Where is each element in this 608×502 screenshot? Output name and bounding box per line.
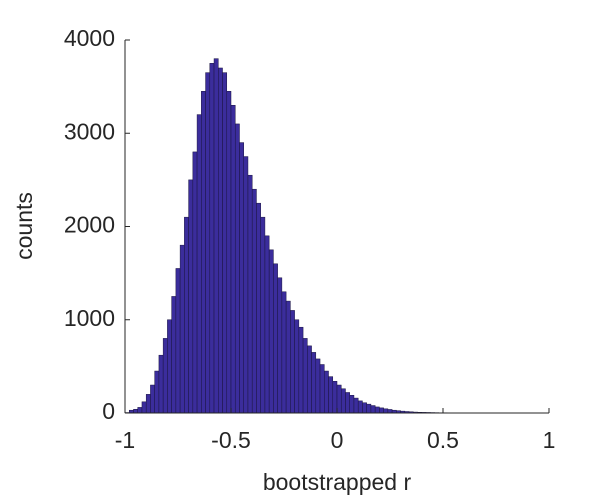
- y-tick-label: 2000: [64, 212, 115, 238]
- y-tick-label: 4000: [64, 25, 115, 51]
- bar: [167, 319, 172, 414]
- bar: [268, 249, 274, 414]
- bar: [260, 216, 266, 414]
- bar: [251, 188, 257, 414]
- bar: [285, 300, 291, 414]
- bar: [133, 409, 138, 414]
- bar: [205, 72, 211, 414]
- bar: [281, 291, 287, 414]
- bar: [383, 408, 389, 414]
- bar: [311, 352, 317, 414]
- bar: [222, 72, 228, 414]
- bar: [294, 319, 300, 414]
- bar: [230, 105, 236, 414]
- bar: [357, 400, 363, 414]
- bar: [298, 326, 304, 414]
- bar: [209, 63, 215, 414]
- bar: [374, 406, 380, 414]
- bar: [264, 235, 270, 414]
- bar: [353, 397, 359, 414]
- y-tick-label: 3000: [64, 118, 115, 144]
- y-tick-label: 0: [102, 398, 115, 424]
- bar: [290, 310, 295, 414]
- bar: [370, 405, 376, 414]
- bar: [387, 409, 393, 414]
- bar: [154, 370, 160, 414]
- bar: [336, 384, 342, 414]
- bar: [277, 277, 283, 414]
- bar: [345, 392, 350, 414]
- bar: [137, 407, 143, 414]
- y-axis-label: counts: [11, 192, 37, 260]
- bar: [175, 268, 181, 414]
- bar: [349, 395, 355, 414]
- bar: [150, 384, 155, 414]
- x-tick-label: 1: [543, 427, 556, 453]
- x-tick-label: -1: [115, 427, 135, 453]
- bar: [247, 174, 253, 414]
- bar: [302, 338, 308, 414]
- bar: [379, 407, 384, 414]
- bar: [213, 58, 219, 414]
- x-axis-label: bootstrapped r: [263, 469, 412, 495]
- bar: [362, 402, 367, 414]
- bar: [307, 345, 312, 414]
- bar: [196, 114, 202, 414]
- bar: [366, 403, 372, 414]
- bar: [243, 156, 249, 414]
- bar: [319, 364, 325, 414]
- bar: [315, 358, 321, 414]
- bar: [226, 91, 232, 414]
- bar: [340, 388, 346, 414]
- bar: [184, 216, 189, 414]
- bar: [201, 91, 206, 414]
- bar: [171, 296, 177, 414]
- bar: [234, 123, 240, 414]
- bar: [332, 381, 338, 414]
- bar: [218, 67, 223, 414]
- bar: [179, 244, 185, 414]
- bar: [145, 394, 151, 414]
- y-tick-label: 1000: [64, 305, 115, 331]
- bar: [162, 338, 168, 414]
- bar: [273, 263, 278, 414]
- bar: [239, 142, 244, 414]
- bar: [158, 354, 164, 414]
- x-tick-label: -0.5: [211, 427, 251, 453]
- bar: [141, 401, 147, 414]
- bar: [192, 151, 198, 414]
- bar: [188, 179, 194, 414]
- x-tick-label: 0.5: [427, 427, 459, 453]
- x-tick-label: 0: [331, 427, 344, 453]
- bar: [256, 202, 261, 414]
- bar: [328, 376, 334, 414]
- bar: [324, 370, 329, 414]
